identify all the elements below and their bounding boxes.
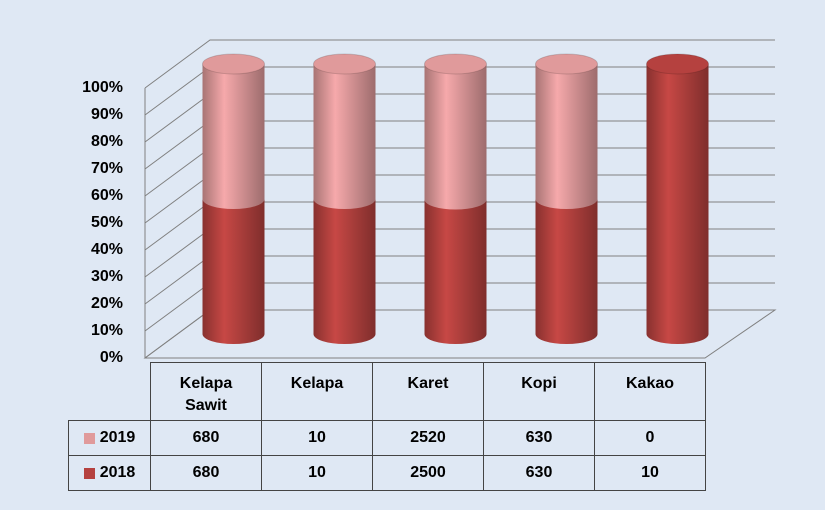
bar	[424, 199, 487, 344]
y-tick-label: 10%	[91, 322, 123, 339]
value-cell: 10	[594, 455, 706, 491]
y-tick-label: 70%	[91, 160, 123, 177]
y-tick-label: 80%	[91, 133, 123, 150]
label: 2500	[410, 464, 446, 481]
label: Kelapa	[290, 375, 344, 392]
label: 680	[192, 464, 220, 481]
bar-top	[424, 53, 487, 75]
category-cell: Kopi	[483, 362, 595, 421]
value-cell: 630	[483, 420, 595, 456]
y-tick-label: 90%	[91, 106, 123, 123]
label: Karet	[407, 375, 449, 392]
y-tick-label: 0%	[100, 349, 123, 366]
grid-line	[144, 39, 775, 89]
y-tick-label: 50%	[91, 214, 123, 231]
label: 10	[308, 429, 326, 446]
value-cell: 630	[483, 455, 595, 491]
y-tick-label: 100%	[82, 79, 123, 96]
legend-cell: 2018	[68, 455, 151, 491]
legend-swatch	[83, 467, 95, 479]
bar	[313, 199, 376, 344]
label: Kopi	[521, 375, 557, 392]
category-cell: Kelapa Sawit	[150, 362, 262, 421]
label: Kelapa Sawit	[179, 375, 233, 414]
bar-top	[646, 53, 709, 75]
value-cell: 0	[594, 420, 706, 456]
legend-label: 2018	[99, 464, 136, 481]
legend-cell: 2019	[68, 420, 151, 456]
label: 630	[525, 429, 553, 446]
category-cell: Kelapa	[261, 362, 373, 421]
legend-label: 2019	[99, 429, 136, 446]
value-cell: 680	[150, 420, 262, 456]
bar	[535, 64, 598, 209]
label: 680	[192, 429, 220, 446]
bar-top	[535, 53, 598, 75]
bar-top	[313, 53, 376, 75]
value-cell: 2500	[372, 455, 484, 491]
value-cell: 10	[261, 455, 373, 491]
y-tick-label: 20%	[91, 295, 123, 312]
label: 10	[641, 464, 659, 481]
bar	[202, 64, 265, 209]
value-cell: 680	[150, 455, 262, 491]
label: 10	[308, 464, 326, 481]
value-cell: 2520	[372, 420, 484, 456]
bar	[202, 199, 265, 344]
bar-top	[202, 53, 265, 75]
bar	[646, 64, 709, 344]
label: 630	[525, 464, 553, 481]
y-tick-label: 40%	[91, 241, 123, 258]
bar	[535, 199, 598, 344]
y-tick-label: 30%	[91, 268, 123, 285]
label: Kakao	[625, 375, 675, 392]
label: 2520	[410, 429, 446, 446]
category-cell: Kakao	[594, 362, 706, 421]
y-tick-label: 60%	[91, 187, 123, 204]
label: 0	[645, 429, 655, 446]
value-cell: 10	[261, 420, 373, 456]
category-cell: Karet	[372, 362, 484, 421]
bar	[313, 64, 376, 209]
legend-swatch	[83, 432, 95, 444]
bar	[424, 64, 487, 210]
